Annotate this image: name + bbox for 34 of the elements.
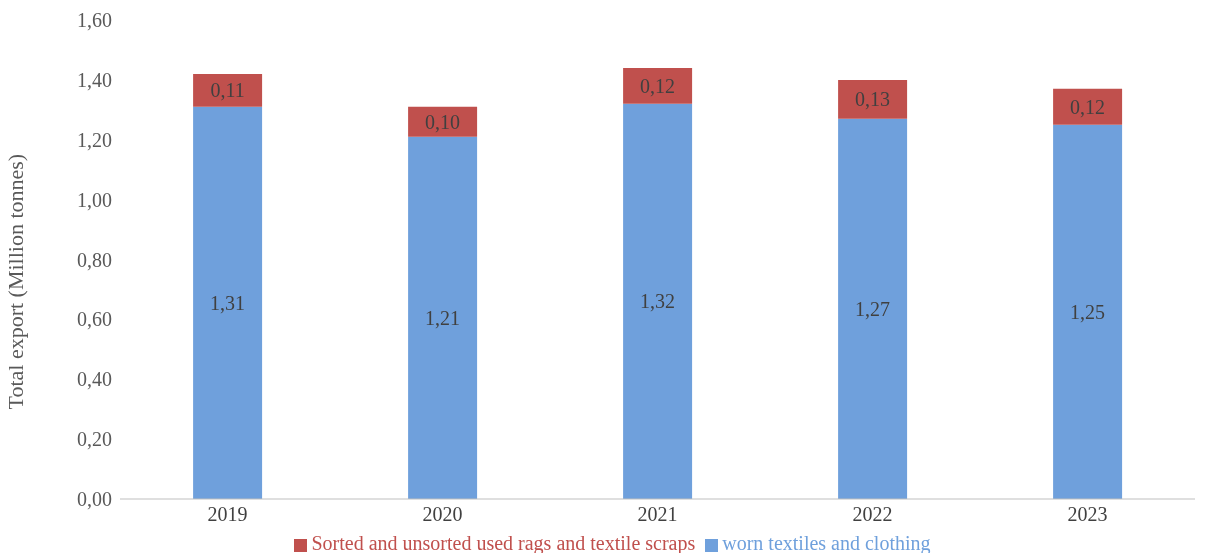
bar (623, 103, 693, 499)
data-label: 0,13 (855, 88, 891, 111)
y-tick-label: 0,40 (77, 368, 112, 391)
data-label: 0,10 (425, 110, 461, 133)
y-tick-label: 0,00 (77, 488, 112, 511)
x-tick-label: 2023 (1067, 503, 1108, 526)
data-label: 1,21 (425, 306, 461, 329)
y-tick-label: 1,40 (77, 68, 112, 91)
bar (408, 136, 478, 499)
y-tick-label: 1,60 (77, 9, 112, 32)
x-tick-label: 2019 (207, 503, 248, 526)
bar (1053, 124, 1123, 499)
x-tick-label: 2021 (637, 503, 678, 526)
bar (193, 73, 263, 107)
x-tick-label: 2022 (852, 503, 893, 526)
y-tick-label: 1,20 (77, 128, 112, 151)
data-label: 1,31 (210, 291, 246, 314)
y-tick-label: 0,20 (77, 428, 112, 451)
data-label: 0,12 (640, 74, 676, 97)
y-tick-label: 0,80 (77, 248, 112, 271)
bar (623, 67, 693, 104)
bar (838, 79, 908, 119)
data-label: 0,12 (1070, 95, 1106, 118)
data-label: 1,32 (640, 290, 676, 313)
x-tick-label: 2020 (422, 503, 463, 526)
bar (1053, 88, 1123, 125)
bar (193, 106, 263, 499)
data-label: 0,11 (210, 79, 245, 102)
y-tick-label: 0,60 (77, 308, 112, 331)
y-axis-title: Total export (Million tonnes) (2, 153, 28, 410)
bar (838, 118, 908, 499)
y-tick-label: 1,00 (77, 188, 112, 211)
data-label: 1,27 (855, 297, 891, 320)
data-label: 1,25 (1070, 300, 1106, 323)
